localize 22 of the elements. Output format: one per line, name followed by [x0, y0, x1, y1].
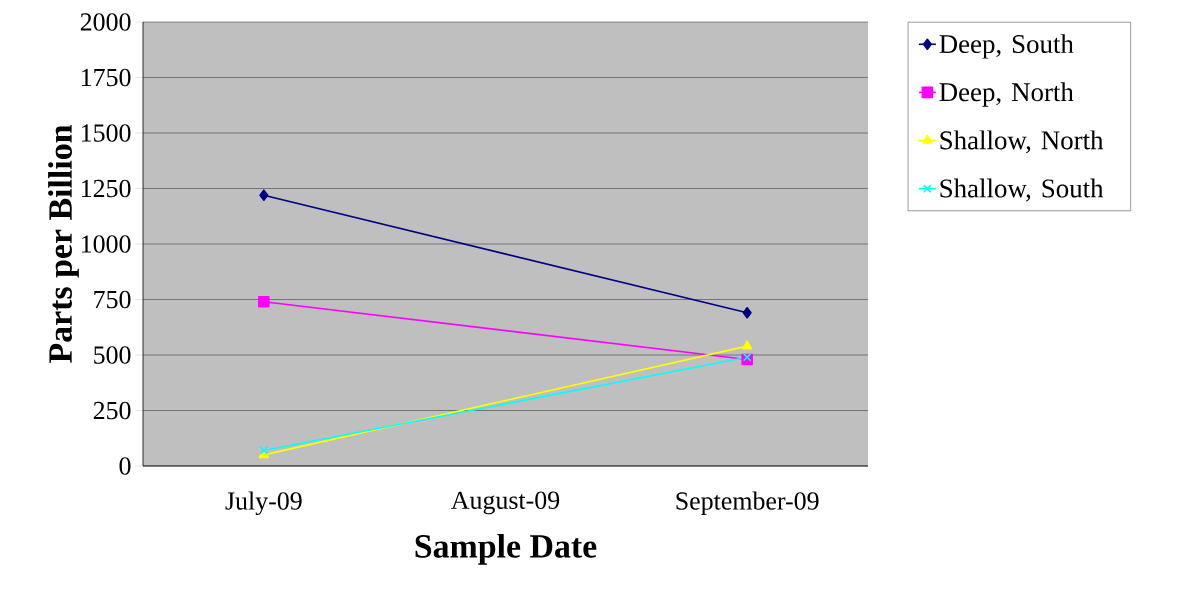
y-tick-label: 1250 [81, 179, 131, 198]
y-tick-label: 2000 [80, 13, 131, 31]
point [258, 295, 270, 308]
legend-label: Shallow, South [940, 178, 1104, 202]
y-tick-label: 1750 [81, 68, 131, 87]
y-tick-label: 250 [93, 401, 131, 420]
y-tick-label: 1000 [81, 235, 131, 253]
x-tick-label: August-09 [451, 491, 560, 515]
y-axis-title: Parts per Billion [48, 124, 79, 363]
y-tick-label: 0 [119, 457, 131, 475]
y-tick-label: 750 [94, 290, 131, 309]
x-tick-label: September-09 [676, 491, 819, 516]
x-tick-label: July-09 [225, 491, 302, 516]
legend-label: Deep, North [939, 82, 1074, 107]
y-tick-label: 500 [94, 346, 131, 364]
x-axis-title: Sample Date [415, 533, 597, 565]
legend-label: Deep, South [939, 34, 1074, 59]
point [742, 352, 752, 362]
legend-label: Shallow, North [940, 130, 1104, 154]
point [742, 307, 752, 319]
y-tick-label: 1500 [81, 124, 131, 142]
point [259, 189, 269, 201]
